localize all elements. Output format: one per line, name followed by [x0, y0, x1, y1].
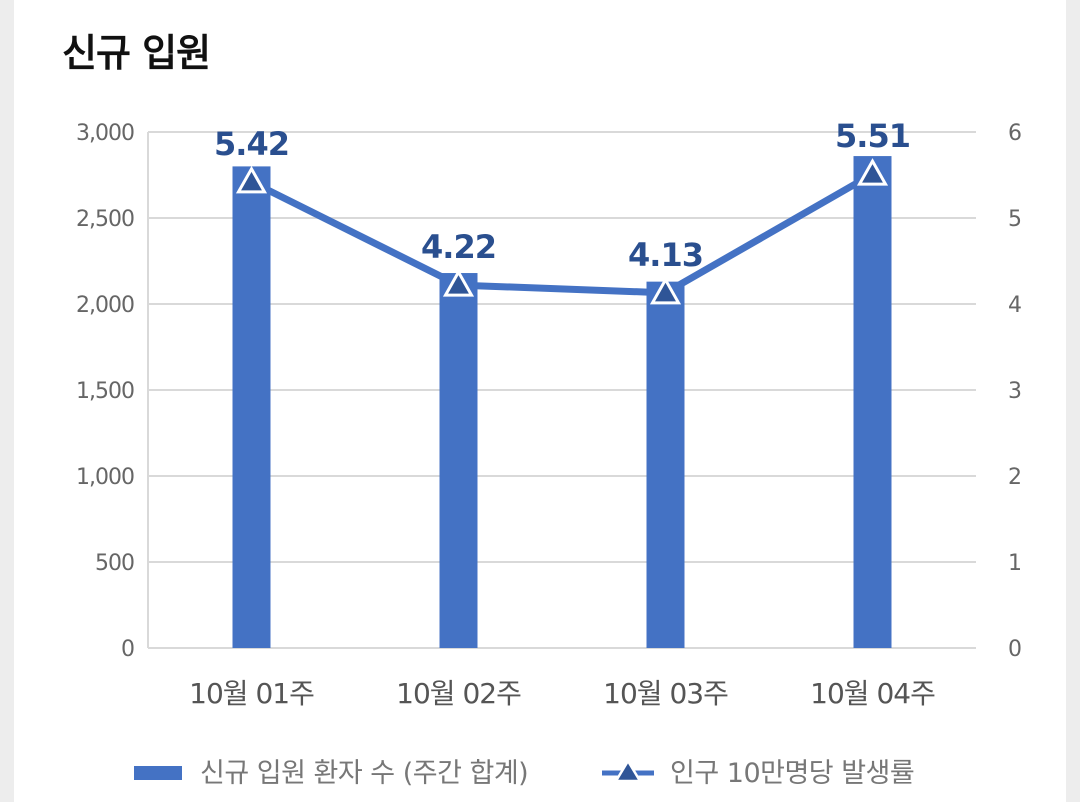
right-tick-label: 0	[1008, 637, 1021, 662]
series-line	[249, 171, 875, 297]
legend-bar-label: 신규 입원 환자 수 (주간 합계)	[200, 758, 528, 789]
line-series	[249, 171, 875, 297]
chart-card: 신규 입원 0 500 1,000 1,500 2,000 2,500 3,000 0 1 2 3…	[14, 0, 1066, 802]
combo-chart: 0 500 1,000 1,500 2,000 2,500 3,000 0 1 2 3 4 5 6 5.…	[76, 117, 1022, 789]
right-tick-label: 6	[1008, 121, 1021, 146]
bar	[439, 273, 478, 648]
right-axis-ticks: 0 1 2 3 4 5 6	[1008, 121, 1022, 662]
left-tick-label: 0	[121, 637, 134, 662]
bar-series	[232, 156, 892, 648]
line-marker-triangle	[442, 269, 475, 297]
data-label: 5.51	[835, 117, 910, 155]
line-marker-triangle	[856, 158, 889, 186]
right-tick-label: 1	[1008, 551, 1021, 576]
left-tick-label: 2,500	[76, 207, 134, 232]
right-tick-label: 2	[1008, 465, 1021, 490]
category-labels: 10월 01주 10월 02주 10월 03주 10월 04주	[189, 677, 936, 710]
gridlines	[147, 131, 976, 649]
right-tick-label: 4	[1008, 293, 1021, 318]
data-label: 4.13	[628, 236, 703, 274]
line-marker-triangle	[649, 276, 682, 305]
category-label: 10월 01주	[189, 677, 314, 710]
data-label: 5.42	[214, 125, 289, 163]
left-axis-ticks: 0 500 1,000 1,500 2,000 2,500 3,000	[76, 121, 135, 662]
legend-bar-swatch	[134, 766, 182, 780]
category-label: 10월 03주	[603, 677, 728, 710]
left-tick-label: 1,500	[76, 379, 134, 404]
chart-title: 신규 입원	[62, 31, 211, 75]
data-label: 4.22	[421, 228, 496, 266]
legend-line-label: 인구 10만명당 발생률	[670, 758, 914, 789]
data-labels: 5.42 4.22 4.13 5.51	[214, 117, 911, 274]
bar	[646, 281, 685, 648]
left-tick-label: 1,000	[76, 465, 134, 490]
left-tick-label: 2,000	[76, 293, 134, 318]
line-marker-triangle	[235, 165, 268, 194]
category-label: 10월 02주	[396, 677, 521, 710]
right-tick-label: 5	[1008, 207, 1021, 232]
left-tick-label: 3,000	[76, 121, 134, 146]
left-tick-label: 500	[95, 551, 134, 576]
legend: 신규 입원 환자 수 (주간 합계) 인구 10만명당 발생률	[134, 758, 915, 789]
bar	[232, 166, 271, 648]
bar	[853, 156, 892, 648]
legend-triangle-icon	[613, 758, 643, 783]
line-markers	[235, 158, 889, 305]
category-label: 10월 04주	[810, 677, 935, 710]
right-tick-label: 3	[1008, 379, 1021, 404]
